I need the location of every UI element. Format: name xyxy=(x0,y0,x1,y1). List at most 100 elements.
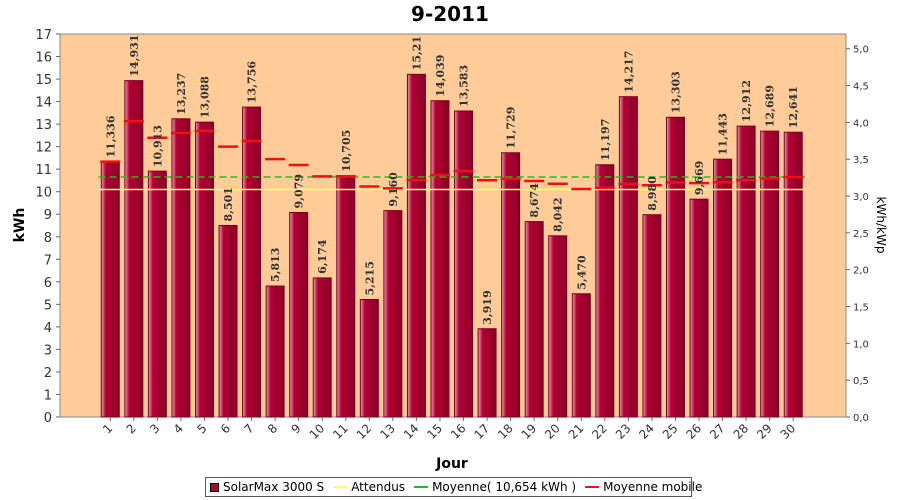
bar-day-5 xyxy=(194,121,214,418)
bar-value-label: 13,583 xyxy=(458,65,471,107)
bar-day-11 xyxy=(336,175,356,418)
x-tick-label: 30 xyxy=(778,421,799,442)
bar-day-30 xyxy=(783,131,803,418)
bar-day-24 xyxy=(642,214,662,418)
bar-value-label: 8,674 xyxy=(528,183,541,218)
bar-day-18 xyxy=(501,152,521,418)
bar-day-21 xyxy=(571,293,591,418)
y-tick-label: 13 xyxy=(35,118,52,133)
x-tick-label: 23 xyxy=(613,421,634,442)
x-tick-label: 27 xyxy=(707,421,728,442)
bar-day-7 xyxy=(242,106,262,418)
y2-tick-label: 5,0 xyxy=(853,45,869,56)
y2-tick-label: 2,5 xyxy=(853,229,869,240)
bar-day-16 xyxy=(454,110,474,418)
bar-value-label: 9,669 xyxy=(693,161,706,195)
bar-day-27 xyxy=(713,158,733,418)
legend-label-moyenne: Moyenne( 10,654 kWh ) xyxy=(432,480,577,494)
bar-value-label: 12,912 xyxy=(740,80,753,122)
y2-tick-label: 4,5 xyxy=(853,82,869,93)
x-tick-label: 22 xyxy=(589,421,610,442)
bar-value-label: 8,980 xyxy=(646,176,659,211)
x-tick-label: 26 xyxy=(683,421,704,442)
legend-item-attendus: Attendus xyxy=(333,480,405,494)
bar-value-label: 13,756 xyxy=(246,61,259,103)
legend-item-bars: SolarMax 3000 S xyxy=(210,480,324,494)
bar-value-label: 6,174 xyxy=(316,239,329,274)
legend-label-bars: SolarMax 3000 S xyxy=(223,480,325,494)
y2-axis-label: kWh/kWp xyxy=(874,197,888,254)
bar-value-label: 11,336 xyxy=(104,115,117,157)
x-tick-label: 19 xyxy=(519,421,540,442)
legend-swatch-attendus xyxy=(333,486,348,488)
bar-value-label: 14,039 xyxy=(434,55,447,97)
x-tick-label: 5 xyxy=(194,421,209,436)
bar-value-label: 15,21 xyxy=(410,36,423,70)
x-tick-label: 29 xyxy=(754,421,775,442)
x-tick-label: 28 xyxy=(731,421,752,442)
y2-tick-label: 2,0 xyxy=(853,266,869,277)
x-tick-label: 13 xyxy=(377,421,398,442)
bar-value-label: 10,913 xyxy=(151,125,164,167)
x-tick-label: 6 xyxy=(218,421,233,436)
x-tick-label: 11 xyxy=(330,421,351,442)
bar-day-25 xyxy=(665,116,685,418)
bar-day-14 xyxy=(406,73,426,418)
x-tick-label: 7 xyxy=(241,421,256,436)
x-tick-label: 4 xyxy=(171,421,186,436)
x-tick-label: 12 xyxy=(354,421,375,442)
y-tick-label: 6 xyxy=(44,276,52,291)
x-tick-label: 3 xyxy=(147,421,162,436)
bar-day-29 xyxy=(760,130,780,418)
bar-day-26 xyxy=(689,198,709,418)
x-tick-label: 18 xyxy=(495,421,516,442)
y2-tick-label: 1,5 xyxy=(853,303,869,314)
bar-value-label: 11,443 xyxy=(717,113,730,155)
x-tick-label: 16 xyxy=(448,421,469,442)
legend: SolarMax 3000 S Attendus Moyenne( 10,654… xyxy=(205,477,702,497)
bar-day-10 xyxy=(312,277,332,418)
y-tick-label: 11 xyxy=(35,163,52,178)
bar-day-1 xyxy=(100,161,120,418)
bar-day-12 xyxy=(359,299,379,418)
bar-day-15 xyxy=(430,100,450,418)
x-tick-label: 17 xyxy=(471,421,492,442)
bar-value-label: 8,042 xyxy=(552,197,565,231)
x-tick-label: 21 xyxy=(566,421,587,442)
y-tick-label: 5 xyxy=(44,298,52,313)
bar-day-8 xyxy=(265,285,285,418)
x-tick-label: 1 xyxy=(100,421,115,436)
x-tick-label: 14 xyxy=(401,421,422,442)
legend-swatch-moyenne xyxy=(414,486,429,488)
bar-day-17 xyxy=(477,328,497,418)
legend-item-moyenne: Moyenne( 10,654 kWh ) xyxy=(414,480,576,494)
y-tick-label: 7 xyxy=(44,253,52,268)
y-tick-label: 9 xyxy=(44,208,52,223)
bar-value-label: 12,689 xyxy=(764,85,777,127)
x-tick-label: 2 xyxy=(124,421,139,436)
x-tick-label: 20 xyxy=(542,421,563,442)
bar-day-4 xyxy=(171,118,191,418)
bar-value-label: 5,470 xyxy=(575,255,588,290)
bar-value-label: 5,215 xyxy=(363,261,376,295)
bar-day-2 xyxy=(124,80,144,418)
y-tick-label: 12 xyxy=(35,141,52,156)
bar-day-22 xyxy=(595,164,615,418)
bar-value-label: 11,729 xyxy=(505,107,518,149)
bar-value-label: 11,197 xyxy=(599,119,612,161)
y-tick-label: 2 xyxy=(44,366,52,381)
y-tick-label: 10 xyxy=(35,186,52,201)
x-axis-label: Jour xyxy=(435,456,468,472)
x-tick-label: 24 xyxy=(636,421,657,442)
y-tick-label: 14 xyxy=(35,96,52,111)
legend-swatch-bars xyxy=(210,482,219,492)
bar-day-9 xyxy=(289,211,309,418)
legend-label-mobile: Moyenne mobile xyxy=(603,480,703,494)
bar-value-label: 14,217 xyxy=(622,51,635,93)
y2-tick-label: 3,0 xyxy=(853,192,869,203)
bar-value-label: 9,079 xyxy=(293,174,306,208)
bar-value-label: 14,931 xyxy=(128,35,141,77)
y-tick-label: 16 xyxy=(35,51,52,66)
x-tick-label: 9 xyxy=(288,421,303,436)
